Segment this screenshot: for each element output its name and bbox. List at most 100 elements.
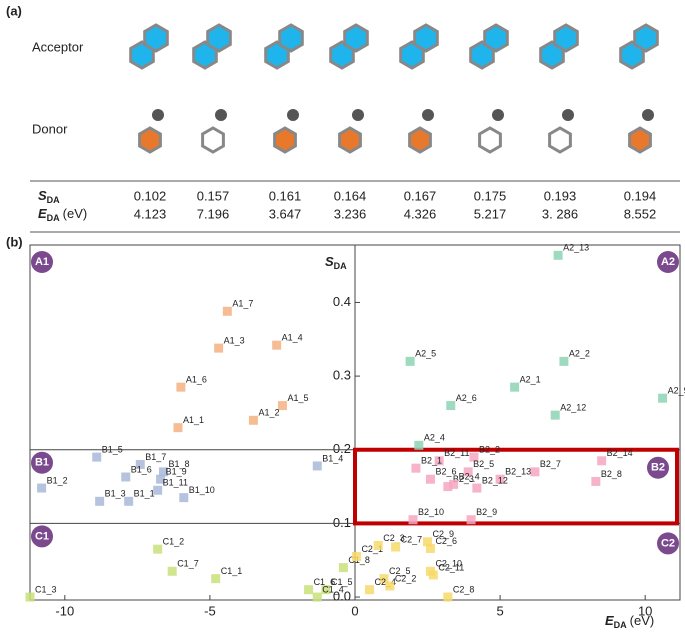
point-label: B2_6 bbox=[435, 467, 456, 477]
point-label: C1_2 bbox=[163, 537, 185, 547]
donor-ring bbox=[201, 126, 225, 154]
point-label: A1_5 bbox=[287, 393, 308, 403]
point-label: A2_13 bbox=[563, 243, 589, 253]
sda-value: 0.157 bbox=[197, 188, 230, 203]
data-point bbox=[135, 459, 145, 469]
eda-value: 8.552 bbox=[624, 206, 657, 221]
y-tick-label: 0.0 bbox=[333, 588, 351, 603]
donor-atom bbox=[152, 109, 164, 121]
data-point bbox=[173, 423, 183, 433]
point-label: C1_5 bbox=[331, 577, 353, 587]
region-badge bbox=[657, 251, 679, 273]
donor-ring bbox=[273, 126, 297, 154]
region-name: B1 bbox=[35, 457, 49, 469]
point-label: B1_7 bbox=[145, 452, 166, 462]
data-point bbox=[405, 356, 415, 366]
point-label: B2_10 bbox=[418, 507, 444, 517]
point-label: C2_6 bbox=[435, 536, 457, 546]
point-label: C2_5 bbox=[389, 566, 411, 576]
point-label: B2_1 bbox=[421, 456, 442, 466]
data-point bbox=[472, 483, 482, 493]
point-label: C2_1 bbox=[361, 544, 383, 554]
region-name: C2 bbox=[661, 537, 675, 549]
sda-value: 0.102 bbox=[134, 188, 167, 203]
data-point bbox=[550, 410, 560, 420]
data-point bbox=[408, 515, 418, 525]
point-label: B2_8 bbox=[601, 469, 622, 479]
donor-atom bbox=[642, 109, 654, 121]
data-point bbox=[351, 552, 361, 562]
data-point bbox=[25, 592, 35, 602]
data-point bbox=[121, 472, 131, 482]
point-label: B2_5 bbox=[473, 459, 494, 469]
donor-atom bbox=[422, 109, 434, 121]
eda-value: 3.647 bbox=[269, 206, 302, 221]
data-point bbox=[559, 356, 569, 366]
region-name: C1 bbox=[35, 530, 49, 542]
data-point bbox=[463, 467, 473, 477]
data-point bbox=[591, 476, 601, 486]
sda-value: 0.161 bbox=[269, 188, 302, 203]
sda-value: 0.175 bbox=[474, 188, 507, 203]
point-label: A2_4 bbox=[424, 433, 445, 443]
data-point bbox=[214, 343, 224, 353]
y-tick-label: 0.4 bbox=[333, 294, 351, 309]
eda-header: EDA (eV) bbox=[38, 206, 87, 223]
data-point bbox=[158, 467, 168, 477]
x-title-unit: (eV) bbox=[630, 613, 655, 628]
point-label: B2_3 bbox=[453, 474, 474, 484]
acceptor-ring bbox=[143, 23, 169, 53]
eda-value: 7.196 bbox=[197, 206, 230, 221]
data-point bbox=[179, 493, 189, 503]
data-point bbox=[466, 515, 476, 525]
data-point bbox=[92, 452, 102, 462]
point-label: B2_11 bbox=[444, 448, 469, 458]
donor-ring bbox=[138, 126, 162, 154]
data-point bbox=[167, 566, 177, 576]
acceptor-ring bbox=[343, 23, 369, 53]
sda-header: SDA bbox=[38, 188, 60, 205]
data-point bbox=[391, 542, 401, 552]
data-point bbox=[379, 574, 389, 584]
data-point bbox=[443, 482, 453, 492]
data-point bbox=[277, 401, 287, 411]
point-label: B1_2 bbox=[47, 475, 68, 485]
data-point bbox=[553, 250, 563, 260]
point-label: C1_1 bbox=[221, 566, 243, 576]
point-label: B1_3 bbox=[105, 489, 126, 499]
x-title-subscript: DA bbox=[614, 620, 627, 630]
x-axis-title: EDA (eV) bbox=[605, 613, 654, 630]
eda-value: 4.326 bbox=[404, 206, 437, 221]
donor-ring bbox=[628, 126, 652, 154]
point-label: B2_12 bbox=[482, 475, 508, 485]
data-point bbox=[423, 537, 433, 547]
point-label: C1_7 bbox=[177, 559, 199, 569]
point-label: C2_8 bbox=[453, 584, 475, 594]
acceptor-ring bbox=[206, 23, 232, 53]
data-point bbox=[425, 543, 435, 553]
x-tick-label: -10 bbox=[55, 603, 74, 618]
x-tick-label: 5 bbox=[496, 603, 503, 618]
row-label: Donor bbox=[32, 121, 68, 136]
point-label: A1_2 bbox=[258, 408, 279, 418]
data-point bbox=[312, 592, 322, 602]
point-label: C1_6 bbox=[314, 577, 336, 587]
point-label: C1_3 bbox=[35, 584, 57, 594]
point-label: B1_1 bbox=[134, 489, 155, 499]
point-label: A1_7 bbox=[232, 299, 253, 309]
data-point bbox=[312, 461, 322, 471]
data-point bbox=[321, 585, 331, 595]
y-tick-label: 0.1 bbox=[333, 515, 351, 530]
data-point bbox=[510, 382, 520, 392]
donor-atom bbox=[492, 109, 504, 121]
data-point bbox=[469, 452, 479, 462]
data-point bbox=[428, 570, 438, 580]
data-point bbox=[304, 585, 314, 595]
region-name: B2 bbox=[651, 462, 665, 474]
data-point bbox=[222, 306, 232, 316]
acceptor-ring bbox=[278, 23, 304, 53]
data-point bbox=[658, 393, 668, 403]
point-label: B1_11 bbox=[163, 478, 188, 488]
highlight-box bbox=[353, 447, 679, 526]
